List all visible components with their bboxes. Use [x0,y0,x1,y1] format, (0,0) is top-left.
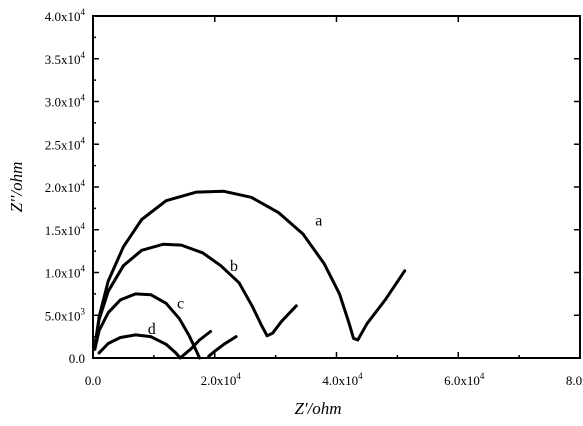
x-tick-label: 4.0x104 [322,371,363,388]
curve-tail [207,335,238,358]
curve-label-b: b [230,258,238,275]
y-tick-label: 3.5x104 [45,50,86,67]
x-tick-labels: 0.0 2.0x104 4.0x104 6.0x104 8.0x104 [85,371,583,388]
curve-label-a: a [315,212,322,229]
curve-label-d: d [148,321,156,338]
curve-labels: a b c d [148,212,323,338]
curve-d [97,330,212,360]
x-tick-label: 0.0 [85,373,101,388]
curve-b [93,242,298,347]
x-axis-title: Z'/ohm [294,399,341,418]
y-tick-label: 1.5x104 [45,221,86,238]
plot-frame [92,15,581,359]
y-tick-label: 2.5x104 [45,135,86,152]
x-tick-label: 8.0x104 [566,371,583,388]
x-tick-label: 2.0x104 [201,371,242,388]
y-tick-label: 1.0x104 [45,264,86,281]
curve-label-c: c [177,295,184,312]
y-tick-label: 3.0x104 [45,93,86,110]
curve-a [93,189,407,350]
y-tick-label: 5.0x103 [45,306,86,323]
y-axis-title: Z''/ohm [7,162,26,213]
y-tick-label: 0.0 [69,351,85,366]
axis-ticks [92,15,581,359]
y-tick-label: 2.0x104 [45,178,86,195]
y-tick-labels: 0.0 5.0x103 1.0x104 1.5x104 2.0x104 2.5x104 3.… [45,7,86,366]
curve-c [93,292,201,360]
y-tick-label: 4.0x104 [45,7,86,24]
x-tick-label: 6.0x104 [444,371,485,388]
impedance-curves [93,189,407,360]
